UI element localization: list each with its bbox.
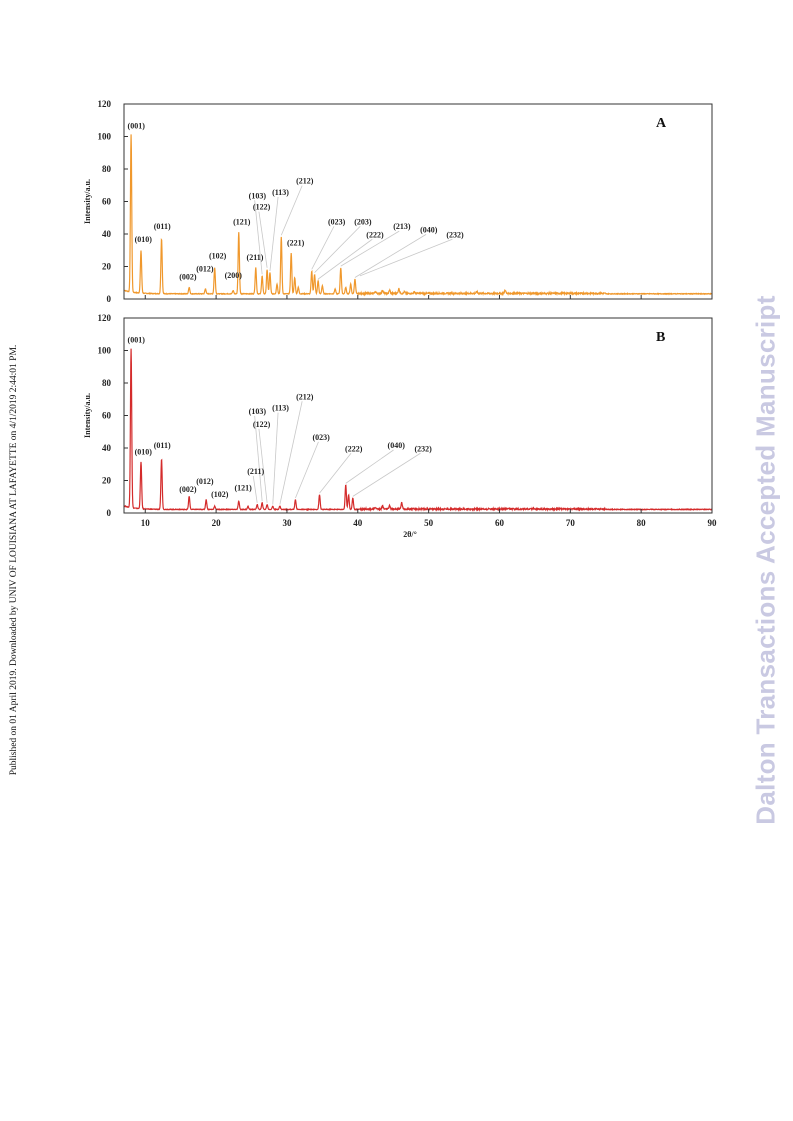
- panel-a-peak-label: (012): [196, 264, 214, 273]
- panel-a-y-axis-title: Intensity/a.u.: [83, 179, 92, 224]
- panel-b-y-tick-label: 60: [102, 411, 112, 421]
- panel-b-peak-label: (103): [249, 407, 267, 416]
- panel-b-peak-label: (010): [135, 448, 153, 457]
- panel-a-peak-label: (113): [272, 188, 289, 197]
- panel-a-peak-label: (102): [209, 251, 227, 260]
- panel-b-y-tick-label: 100: [98, 346, 112, 356]
- panel-b-peak-label: (040): [388, 441, 406, 450]
- panel-a-y-tick-label: 40: [102, 229, 112, 239]
- panel-b-y-tick-label: 0: [107, 508, 112, 518]
- panel-b-peak-label: (113): [272, 404, 289, 413]
- panel-a-y-tick-label: 20: [102, 262, 112, 272]
- panel-a-diffraction-line: [123, 134, 713, 297]
- panel-a-peak-label: (212): [296, 177, 314, 186]
- panel-a-peak-label: (122): [253, 203, 271, 212]
- panel-a-leader-line: [354, 234, 427, 278]
- panel-a-leader-line: [311, 226, 335, 270]
- panel-b-leader-line: [279, 401, 303, 505]
- panel-b-peak-label: (122): [253, 420, 271, 429]
- panel-b-peak-label: (011): [154, 441, 171, 450]
- panel-b-peak-label: (212): [296, 392, 314, 401]
- panel-b-x-axis-title: 2θ/°: [403, 530, 417, 539]
- panel-a-leader-line: [314, 225, 361, 273]
- panel-a-y-tick-label: 60: [102, 197, 112, 207]
- panel-a-leader-line: [340, 230, 400, 267]
- panel-b-x-tick-label: 10: [141, 518, 151, 528]
- panel-a-leader-line: [254, 200, 263, 275]
- panel-a-peak-label: (213): [393, 222, 411, 231]
- panel-a-peak-label: (232): [446, 230, 464, 239]
- panel-a-y-tick-label: 120: [98, 99, 112, 109]
- panel-b-diffraction-line: [123, 348, 713, 513]
- panel-a-leader-line: [359, 238, 453, 277]
- panel-b-y-tick-label: 20: [102, 476, 112, 486]
- panel-a-y-tick-label: 0: [107, 294, 112, 304]
- panel-a-peak-label: (203): [354, 217, 372, 226]
- panel-b-leader-line: [345, 449, 394, 484]
- panel-b-x-tick-label: 50: [424, 518, 434, 528]
- panel-b-y-tick-label: 80: [102, 378, 112, 388]
- panel-a-peak-label: (002): [179, 273, 197, 282]
- panel-a-peak-label: (023): [328, 217, 346, 226]
- panel-b-x-tick-label: 30: [282, 518, 292, 528]
- panel-b-x-tick-label: 90: [708, 518, 718, 528]
- panel-a-leader-line: [258, 211, 268, 268]
- xrd-panel-b: 0 20 40 60 80 100 120 10 20 30 40 50 60 70 80 90 Intensi…: [83, 313, 717, 539]
- panel-b-x-tick-label: 40: [353, 518, 363, 528]
- panel-a-peak-label: (001): [128, 121, 146, 130]
- panel-b-letter: B: [656, 330, 665, 345]
- panel-b-leader-line: [352, 452, 421, 497]
- panel-a-leader-line: [280, 185, 303, 236]
- panel-b-leader-line: [252, 475, 258, 503]
- panel-b-x-tick-label: 60: [495, 518, 505, 528]
- panel-b-leader-line: [295, 441, 319, 499]
- panel-a-peak-label: (200): [225, 271, 243, 280]
- panel-a-y-tick-label: 100: [98, 132, 112, 142]
- panel-b-peak-label: (012): [196, 477, 214, 486]
- panel-b-x-tick-label: 20: [212, 518, 222, 528]
- panel-b-leader-line: [258, 428, 268, 503]
- panel-b-peak-label: (232): [414, 444, 432, 453]
- panel-b-peak-label: (102): [211, 490, 229, 499]
- panel-b-peak-label: (023): [312, 433, 330, 442]
- panel-b-peak-label: (222): [345, 444, 363, 453]
- xrd-panel-a: 0 20 40 60 80 100 120 Intensity/a.u. A (001) (010)…: [83, 99, 713, 304]
- panel-a-leader-line: [317, 238, 373, 280]
- panel-b-x-tick-label: 70: [566, 518, 576, 528]
- panel-a-peak-label: (222): [366, 230, 384, 239]
- panel-a-peak-label: (121): [233, 217, 251, 226]
- panel-a-leader-line: [269, 196, 279, 272]
- panel-a-y-tick-label: 80: [102, 164, 112, 174]
- panel-b-leader-line: [254, 415, 263, 502]
- panel-b-leader-line: [272, 412, 279, 505]
- panel-a-peak-label: (040): [420, 225, 438, 234]
- panel-b-peak-label: (001): [128, 335, 146, 344]
- panel-b-y-tick-label: 120: [98, 313, 112, 323]
- panel-b-y-axis-title: Intensity/a.u.: [83, 393, 92, 438]
- panel-a-peak-label: (011): [154, 222, 171, 231]
- panel-b-peak-label: (121): [235, 483, 253, 492]
- panel-b-leader-line: [319, 453, 352, 494]
- panel-b-x-tick-label: 80: [637, 518, 647, 528]
- panel-a-letter: A: [656, 116, 667, 131]
- panel-b-peak-label: (211): [247, 467, 264, 476]
- panel-a-peak-label: (010): [135, 235, 153, 244]
- panel-a-peak-label: (221): [287, 238, 305, 247]
- panel-b-y-tick-label: 40: [102, 443, 112, 453]
- panel-a-peak-label: (103): [249, 191, 267, 200]
- panel-b-peak-label: (002): [179, 485, 197, 494]
- panel-a-peak-label: (211): [247, 253, 264, 262]
